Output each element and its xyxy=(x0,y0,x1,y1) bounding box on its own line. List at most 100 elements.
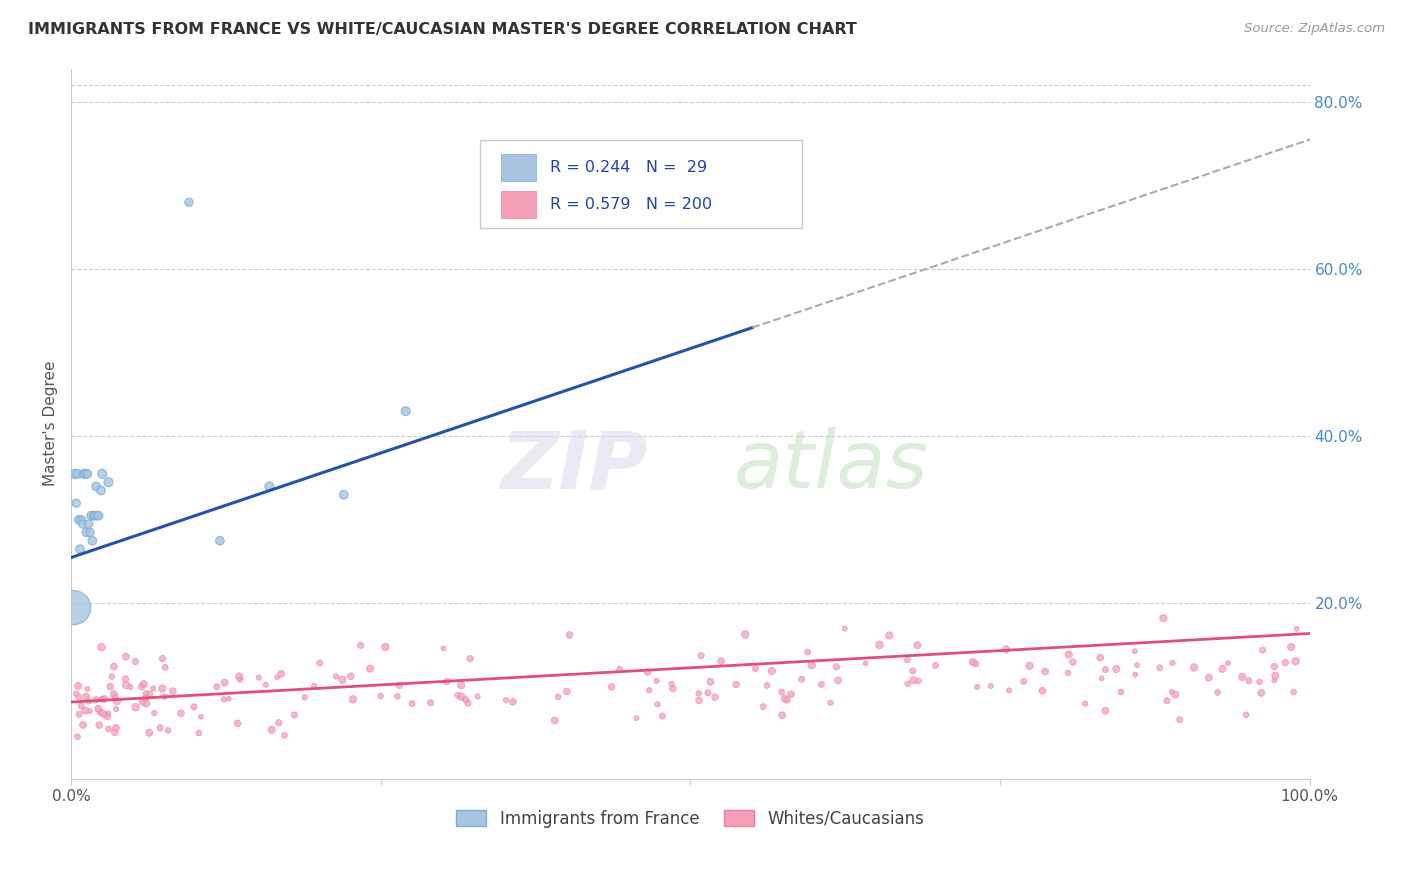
Point xyxy=(734,627,756,641)
Point xyxy=(294,690,316,705)
Point xyxy=(142,681,165,696)
Point xyxy=(267,715,290,730)
Point xyxy=(1232,670,1254,684)
Point xyxy=(183,699,205,714)
Point xyxy=(228,669,250,683)
Point xyxy=(75,690,97,704)
Point xyxy=(66,467,89,481)
Point xyxy=(340,669,363,683)
Point xyxy=(91,467,114,481)
Point xyxy=(114,672,136,686)
Point xyxy=(84,693,107,707)
Point xyxy=(447,688,470,702)
Point xyxy=(226,716,249,731)
Point xyxy=(124,655,146,669)
Point xyxy=(205,680,228,694)
Point xyxy=(89,705,111,719)
Point xyxy=(304,679,326,693)
Point xyxy=(89,718,111,732)
Point xyxy=(998,683,1021,698)
Point xyxy=(905,638,928,652)
Point xyxy=(138,725,160,739)
Point xyxy=(401,697,423,711)
Point xyxy=(1263,673,1285,687)
Point xyxy=(1274,656,1296,670)
Point xyxy=(1282,685,1305,699)
Point xyxy=(67,513,90,527)
Point xyxy=(120,680,142,694)
Point xyxy=(97,706,120,721)
Point xyxy=(190,709,212,723)
Point xyxy=(259,479,281,493)
Point xyxy=(187,726,209,740)
Point xyxy=(1206,685,1229,699)
Point xyxy=(115,678,138,692)
Point xyxy=(1251,643,1274,657)
Point xyxy=(1123,644,1146,658)
Point xyxy=(131,680,153,694)
Point xyxy=(86,508,108,523)
Point xyxy=(115,649,138,664)
Point xyxy=(1105,662,1128,676)
Point xyxy=(359,662,381,676)
Point xyxy=(1033,665,1056,679)
Point xyxy=(454,692,477,706)
Point xyxy=(135,697,157,711)
Point xyxy=(1234,707,1257,722)
Point xyxy=(696,686,718,700)
Point xyxy=(609,662,631,676)
Point xyxy=(710,654,733,668)
Point xyxy=(600,680,623,694)
Point xyxy=(1156,694,1178,708)
Point xyxy=(1091,671,1114,685)
Point xyxy=(138,687,160,701)
Point xyxy=(761,664,783,678)
Point xyxy=(820,696,842,710)
Point xyxy=(432,641,454,656)
Point xyxy=(93,692,115,706)
Point xyxy=(661,677,683,691)
Point xyxy=(162,684,184,698)
Point xyxy=(1062,655,1084,669)
Point xyxy=(70,699,93,714)
Point xyxy=(699,674,721,689)
Point xyxy=(770,685,793,699)
Point xyxy=(90,692,112,706)
Point xyxy=(965,657,987,671)
Point xyxy=(800,658,823,673)
Point xyxy=(901,673,924,688)
Point xyxy=(555,684,578,698)
Point xyxy=(1012,674,1035,689)
Point xyxy=(1057,665,1080,680)
Point xyxy=(66,730,89,744)
Point xyxy=(149,721,172,735)
Point xyxy=(868,638,890,652)
Point xyxy=(65,496,87,510)
Point xyxy=(457,696,479,710)
Point xyxy=(76,467,98,481)
Point xyxy=(342,692,364,706)
Point xyxy=(83,508,105,523)
Point xyxy=(90,483,112,498)
Point xyxy=(1164,688,1187,702)
Point xyxy=(1216,656,1239,670)
Point xyxy=(1198,671,1220,685)
Point xyxy=(103,659,125,673)
Point xyxy=(1031,683,1053,698)
Point xyxy=(105,702,128,716)
Point xyxy=(879,629,901,643)
Point xyxy=(157,723,180,738)
Point xyxy=(855,657,877,671)
Point xyxy=(897,677,920,691)
Bar xyxy=(501,191,536,218)
Point xyxy=(1279,640,1302,654)
Point xyxy=(725,677,748,691)
Point xyxy=(962,655,984,669)
Point xyxy=(1168,713,1191,727)
Point xyxy=(450,690,472,704)
Point xyxy=(495,693,517,707)
Point xyxy=(170,706,193,721)
Point xyxy=(544,714,567,728)
Point xyxy=(177,195,200,210)
Point xyxy=(770,708,793,723)
